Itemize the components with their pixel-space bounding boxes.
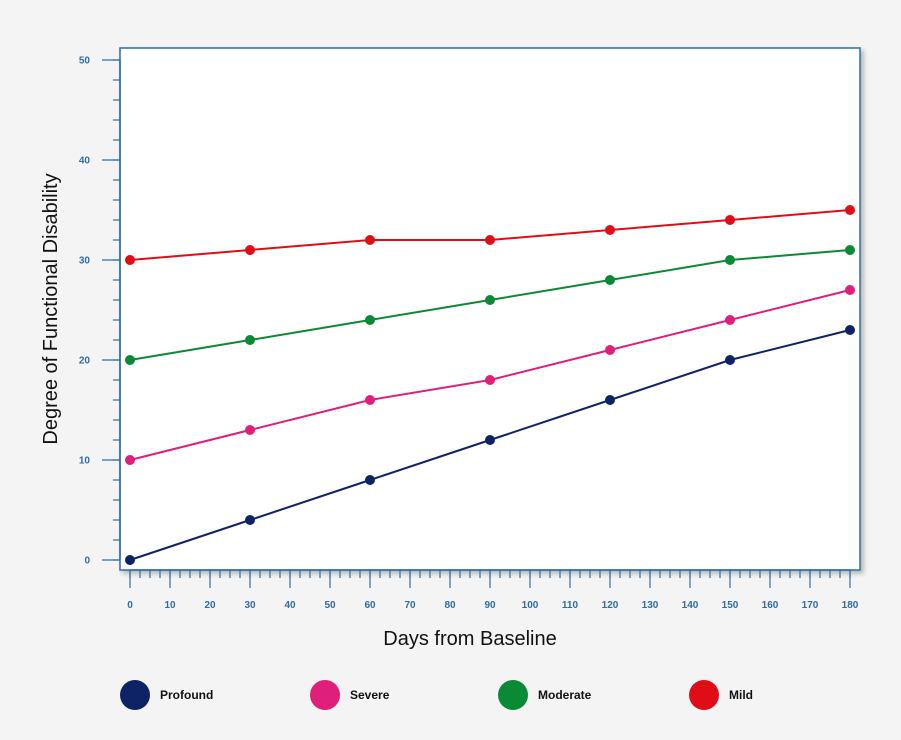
y-axis: 0 10 20 30 40 50 bbox=[79, 56, 121, 567]
legend-swatch-moderate bbox=[498, 680, 528, 710]
x-axis-title: Days from Baseline bbox=[383, 628, 556, 650]
data-point-moderate bbox=[605, 275, 615, 285]
data-point-mild bbox=[365, 235, 375, 245]
data-point-severe bbox=[245, 425, 255, 435]
legend-swatch-mild bbox=[689, 680, 719, 710]
x-tick-label: 80 bbox=[444, 600, 456, 611]
x-tick-label: 150 bbox=[722, 600, 739, 611]
x-tick-label: 170 bbox=[802, 600, 819, 611]
legend-item-moderate: Moderate bbox=[498, 678, 591, 712]
data-point-profound bbox=[365, 475, 375, 485]
data-point-moderate bbox=[485, 295, 495, 305]
data-point-profound bbox=[245, 515, 255, 525]
x-tick-label: 70 bbox=[404, 600, 416, 611]
x-tick-label: 130 bbox=[642, 600, 659, 611]
x-tick-label: 10 bbox=[164, 600, 176, 611]
data-point-mild bbox=[725, 215, 735, 225]
x-tick-label: 90 bbox=[484, 600, 496, 611]
data-point-severe bbox=[605, 345, 615, 355]
x-tick-label: 100 bbox=[522, 600, 539, 611]
x-tick-label: 30 bbox=[244, 600, 256, 611]
legend-item-profound: Profound bbox=[120, 678, 213, 712]
legend-label-profound: Profound bbox=[160, 688, 214, 702]
data-point-profound bbox=[485, 435, 495, 445]
y-tick-label: 0 bbox=[84, 556, 90, 567]
x-tick-label: 160 bbox=[762, 600, 779, 611]
legend-label-severe: Severe bbox=[350, 688, 390, 702]
data-point-mild bbox=[485, 235, 495, 245]
x-tick-label: 40 bbox=[284, 600, 296, 611]
x-tick-label: 180 bbox=[842, 600, 859, 611]
x-tick-label: 20 bbox=[204, 600, 216, 611]
legend: Profound Severe Moderate Mild bbox=[0, 678, 901, 712]
data-point-severe bbox=[725, 315, 735, 325]
legend-swatch-profound bbox=[120, 680, 150, 710]
data-point-mild bbox=[605, 225, 615, 235]
legend-item-severe: Severe bbox=[310, 678, 389, 712]
y-tick-label: 10 bbox=[79, 456, 91, 467]
data-point-mild bbox=[125, 255, 135, 265]
legend-label-moderate: Moderate bbox=[538, 688, 592, 702]
data-point-mild bbox=[845, 205, 855, 215]
data-point-profound bbox=[725, 355, 735, 365]
data-point-severe bbox=[845, 285, 855, 295]
legend-label-mild: Mild bbox=[729, 688, 753, 702]
data-point-moderate bbox=[125, 355, 135, 365]
y-tick-label: 50 bbox=[79, 56, 91, 67]
x-tick-label: 120 bbox=[602, 600, 619, 611]
y-axis-title: Degree of Functional Disability bbox=[40, 173, 62, 444]
data-point-profound bbox=[125, 555, 135, 565]
y-tick-label: 30 bbox=[79, 256, 91, 267]
series-layer bbox=[125, 205, 855, 565]
y-tick-label: 20 bbox=[79, 356, 91, 367]
data-point-moderate bbox=[725, 255, 735, 265]
x-tick-label: 140 bbox=[682, 600, 699, 611]
x-tick-label: 0 bbox=[127, 600, 133, 611]
data-point-severe bbox=[365, 395, 375, 405]
x-tick-label: 60 bbox=[364, 600, 376, 611]
data-point-severe bbox=[485, 375, 495, 385]
legend-swatch-severe bbox=[310, 680, 340, 710]
data-point-moderate bbox=[245, 335, 255, 345]
data-point-profound bbox=[845, 325, 855, 335]
data-point-profound bbox=[605, 395, 615, 405]
x-axis: 0 10 20 30 40 50 60 70 80 90 100 110 120 130 140 150 160… bbox=[127, 569, 859, 611]
data-point-mild bbox=[245, 245, 255, 255]
data-point-moderate bbox=[845, 245, 855, 255]
data-point-severe bbox=[125, 455, 135, 465]
legend-item-mild: Mild bbox=[689, 678, 753, 712]
y-tick-label: 40 bbox=[79, 156, 91, 167]
data-point-moderate bbox=[365, 315, 375, 325]
plot-area bbox=[119, 47, 861, 571]
x-tick-label: 110 bbox=[562, 600, 579, 611]
x-tick-label: 50 bbox=[324, 600, 336, 611]
